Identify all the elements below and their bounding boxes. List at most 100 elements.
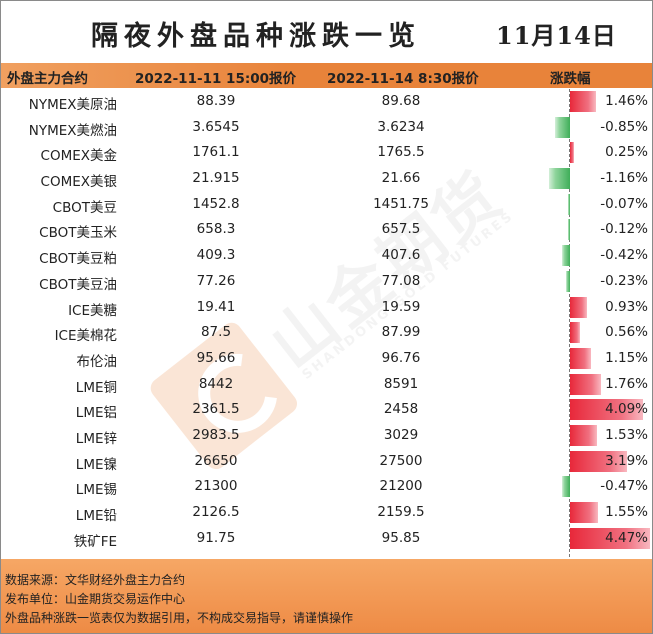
footer-source: 数据来源：文华财经外盘主力合约	[5, 573, 186, 587]
row-name: LME锌	[75, 430, 117, 447]
row-price1-text: 26650	[194, 452, 238, 469]
table-row: NYMEX美原油 88.39 89.68 1.46%	[1, 89, 652, 115]
table-row: 布伦油 95.66 96.76 1.15%	[1, 346, 652, 372]
table-row: CBOT美豆粕 409.3 407.6 -0.42%	[1, 243, 652, 269]
header-price1: 2022-11-11 15:00报价	[135, 71, 297, 87]
row-change: 1.53%	[605, 426, 648, 443]
table-row: LME镍 26650 27500 3.19%	[1, 449, 652, 475]
change-axis	[569, 89, 571, 557]
row-price2-text: 8591	[383, 375, 419, 392]
change-bar-down	[561, 476, 570, 498]
row-change: 0.25%	[605, 144, 648, 161]
row-name: CBOT美豆	[52, 199, 117, 216]
table-row: LME锌 2983.5 3029 1.53%	[1, 423, 652, 449]
row-price2-text: 96.76	[381, 349, 421, 366]
row-price1-text: 88.39	[196, 93, 236, 109]
row-price1-text: 1452.8	[192, 195, 240, 212]
change-bar-up	[570, 527, 650, 549]
change-bar-up	[570, 142, 575, 164]
row-price1-text: 77.26	[196, 272, 236, 289]
table-header: 外盘主力合约 2022-11-11 15:00报价 2022-11-14 8:3…	[1, 63, 652, 88]
row-price1-text: 8442	[198, 375, 234, 392]
header-change: 涨跌幅	[550, 71, 591, 87]
row-price2-text: 2458	[383, 401, 419, 418]
row-price1-text: 2983.5	[192, 426, 240, 443]
table-row: COMEX美金 1761.1 1765.5 0.25%	[1, 140, 652, 166]
row-name: NYMEX美燃油	[28, 122, 117, 139]
table-row: LME铅 2126.5 2159.5 1.55%	[1, 500, 652, 526]
row-change: 4.47%	[605, 529, 648, 546]
row-price1-text: 91.75	[196, 529, 236, 546]
table-row: LME铝 2361.5 2458 4.09%	[1, 397, 652, 423]
row-price1-text: 2361.5	[192, 401, 240, 418]
row-price2-text: 77.08	[381, 272, 421, 289]
row-name: CBOT美豆油	[39, 276, 117, 293]
row-name: COMEX美金	[40, 148, 117, 165]
header-price2: 2022-11-14 8:30报价	[327, 71, 479, 87]
row-change: 0.56%	[605, 324, 648, 341]
page-title: 隔夜外盘品种涨跌一览	[91, 21, 421, 52]
change-bar-down	[554, 116, 570, 138]
row-price2-text: 1765.5	[377, 144, 425, 161]
row-price1-text: 95.66	[196, 349, 236, 366]
row-change: 1.15%	[605, 349, 648, 366]
change-bar-down	[567, 219, 570, 241]
change-bar-up	[570, 502, 598, 523]
row-price2-text: 95.85	[381, 529, 421, 546]
change-bar-up	[570, 450, 628, 472]
table-row: LME铜 8442 8591 1.76%	[1, 372, 652, 398]
row-price2-text: 89.68	[381, 93, 421, 109]
report-date: 11月14日	[496, 21, 617, 50]
table-row: ICE美糖 19.41 19.59 0.93%	[1, 295, 652, 321]
row-price1-text: 87.5	[200, 324, 232, 341]
row-price2-text: 3.6234	[377, 118, 425, 135]
change-bar-down	[568, 193, 570, 215]
row-price1-text: 3.6545	[192, 118, 240, 135]
row-change: 1.76%	[605, 375, 648, 392]
row-name: 布伦油	[76, 353, 118, 370]
table-row: CBOT美豆 1452.8 1451.75 -0.07%	[1, 192, 652, 218]
row-change: -1.16%	[600, 170, 648, 187]
table-body: NYMEX美原油 88.39 89.68 1.46% NYMEX美燃油 3.6545 3.6…	[1, 89, 652, 551]
footer-publisher: 发布单位：山金期货交易运作中心	[5, 592, 186, 606]
row-name: CBOT美玉米	[39, 225, 117, 242]
table-row: COMEX美银 21.915 21.66 -1.16%	[1, 166, 652, 192]
row-name: ICE美糖	[68, 302, 117, 319]
row-name: NYMEX美原油	[28, 97, 117, 113]
table-row: NYMEX美燃油 3.6545 3.6234 -0.85%	[1, 115, 652, 141]
row-change: -0.42%	[600, 247, 648, 264]
change-bar-up	[570, 347, 591, 369]
footer-disclaimer: 外盘品种涨跌一览表仅为数据引用，不构成交易指导，请谨慎操作	[5, 611, 354, 625]
row-price1-text: 19.41	[196, 298, 236, 315]
row-change: 3.19%	[605, 452, 648, 469]
row-name: LME铅	[75, 508, 117, 524]
table-row: ICE美棉花 87.5 87.99 0.56%	[1, 320, 652, 346]
table-row: LME锡 21300 21200 -0.47%	[1, 474, 652, 500]
row-price2-text: 21.66	[381, 170, 421, 187]
row-name: CBOT美豆粕	[39, 251, 117, 268]
row-price1-text: 658.3	[196, 221, 236, 238]
change-bar-up	[570, 296, 587, 318]
change-bar-up	[570, 424, 598, 446]
row-name: 铁矿FE	[73, 533, 117, 550]
title-row: 隔夜外盘品种涨跌一览 11月14日	[1, 1, 652, 63]
table-row: 铁矿FE 91.75 95.85 4.47%	[1, 526, 652, 552]
change-bar-down	[562, 245, 570, 267]
row-name: LME锡	[75, 482, 117, 499]
row-change: 1.55%	[605, 504, 648, 520]
row-price2-text: 407.6	[381, 247, 421, 264]
table-row: CBOT美玉米 658.3 657.5 -0.12%	[1, 217, 652, 243]
header-name: 外盘主力合约	[7, 71, 88, 87]
row-price2-text: 27500	[379, 452, 423, 469]
row-price2-text: 3029	[383, 426, 419, 443]
footer: 数据来源：文华财经外盘主力合约 发布单位：山金期货交易运作中心 外盘品种涨跌一览…	[1, 559, 652, 633]
row-name: ICE美棉花	[54, 328, 117, 345]
row-price2-text: 2159.5	[377, 504, 425, 520]
table-row: CBOT美豆油 77.26 77.08 -0.23%	[1, 269, 652, 295]
row-name: LME铜	[75, 379, 117, 396]
row-name: LME镍	[75, 456, 117, 473]
row-price1-text: 409.3	[196, 247, 236, 264]
change-bar-up	[570, 322, 581, 344]
row-change: -0.23%	[600, 272, 648, 289]
